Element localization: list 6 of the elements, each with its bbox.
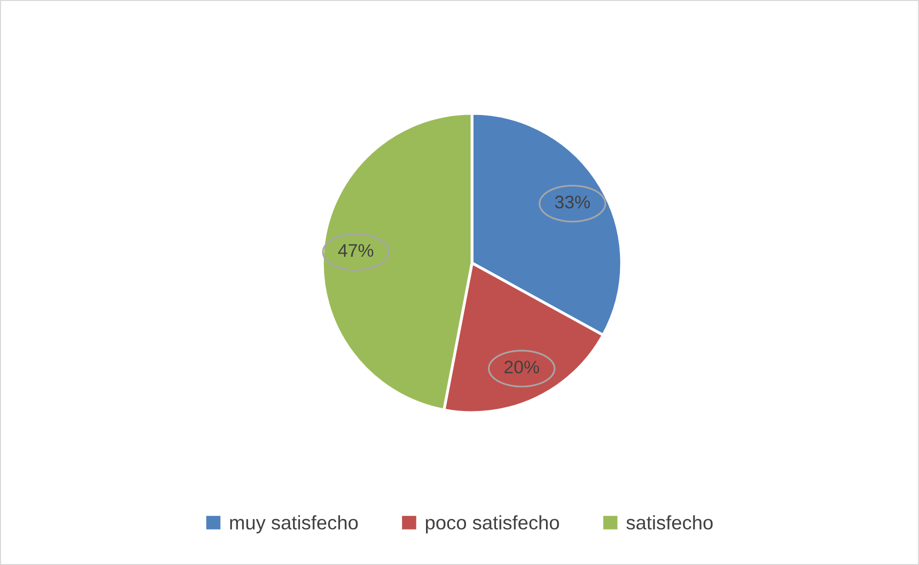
data-label: 20% bbox=[504, 360, 540, 374]
legend-label: muy satisfecho bbox=[230, 515, 358, 534]
legend-label: satisfecho bbox=[626, 515, 713, 530]
data-label: 47% bbox=[338, 244, 374, 257]
data-label: 33% bbox=[555, 196, 590, 208]
legend-label: poco satisfecho bbox=[426, 515, 559, 534]
